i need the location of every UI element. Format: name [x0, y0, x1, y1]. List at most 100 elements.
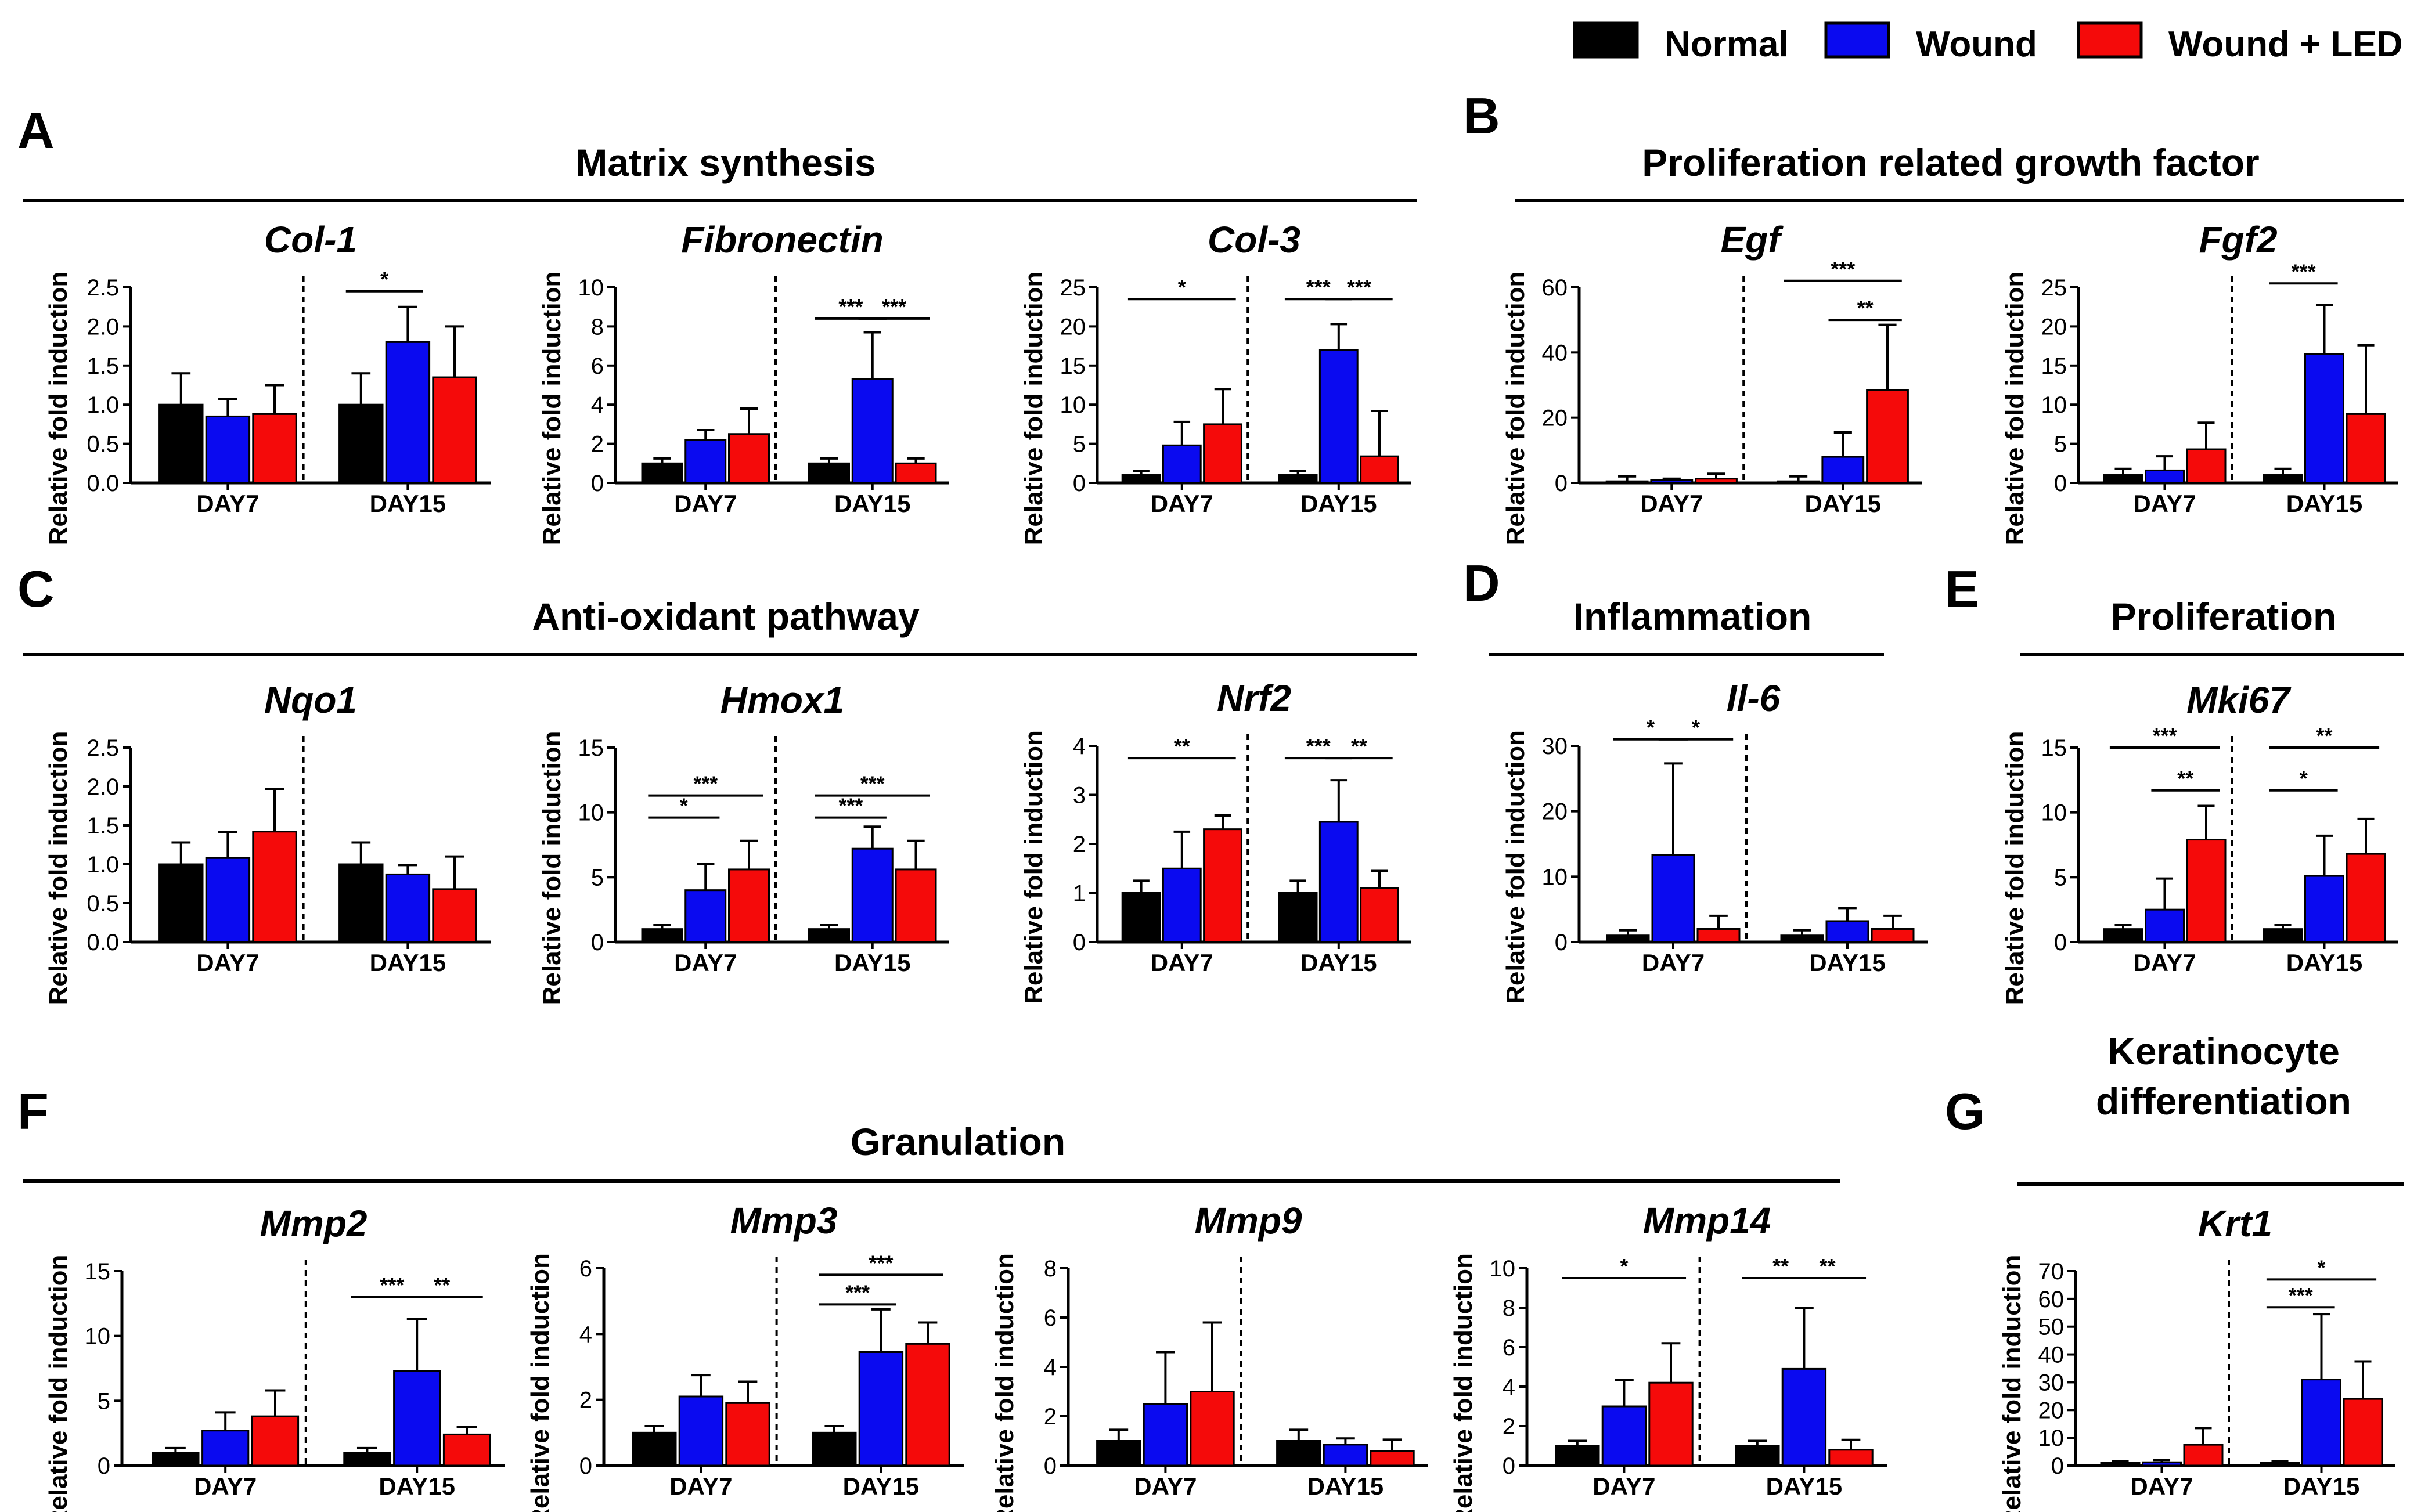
- bar-wound-day7: [201, 1430, 250, 1467]
- bar-normal-day7: [1121, 892, 1161, 943]
- chart-hmox1: Hmox1 0 5 10 15 Relative fold induction DAY7 DA…: [538, 679, 949, 1005]
- bar-wound-led-day15: [1370, 1450, 1415, 1467]
- gene-title: Hmox1: [720, 679, 844, 721]
- y-axis-label: Relative fold induction: [538, 272, 566, 546]
- legend-swatch-1: [1824, 21, 1890, 59]
- y-tick-label: 6: [1044, 1305, 1057, 1331]
- significance-label: **: [434, 1273, 450, 1297]
- y-tick-label: 0: [2054, 930, 2067, 955]
- y-tick-label: 30: [2038, 1370, 2065, 1395]
- x-tick-label-day15: DAY15: [370, 490, 446, 517]
- bar-wound-led-day7: [252, 831, 297, 943]
- significance-label: **: [1820, 1254, 1836, 1278]
- x-tick-label-day7: DAY7: [2133, 490, 2196, 517]
- y-tick-label: 1.5: [87, 353, 119, 379]
- chart-fibronectin: Fibronectin 0 2 4 6 8 10 Relative fold inductio…: [538, 219, 949, 545]
- significance-label: ***: [693, 772, 718, 796]
- significance-label: **: [2177, 767, 2193, 791]
- y-tick-label: 10: [578, 800, 604, 826]
- section-title-F: Granulation: [851, 1120, 1065, 1163]
- chart-mmp9: Mmp9 0 2 4 6 8 Relative fold induction DAY7 DAY1…: [990, 1200, 1428, 1512]
- y-tick-label: 0.0: [87, 471, 119, 496]
- bar-normal-day7: [1606, 934, 1650, 943]
- x-tick-label-day7: DAY7: [2130, 1473, 2193, 1500]
- y-tick-label: 2: [1044, 1404, 1057, 1430]
- gene-title: Egf: [1720, 219, 1784, 261]
- bar-wound-led-day15: [432, 376, 477, 484]
- bar-wound-led-day15: [1871, 928, 1915, 943]
- bar-wound-led-day15: [2346, 853, 2386, 943]
- y-tick-label: 40: [1542, 340, 1568, 366]
- bar-wound-day7: [1162, 867, 1202, 943]
- y-tick-label: 5: [1073, 432, 1086, 457]
- bar-wound-led-day7: [728, 868, 770, 943]
- section-title-A: Matrix synthesis: [575, 141, 876, 184]
- bar-wound-day7: [205, 415, 251, 484]
- y-tick-label: 0: [1073, 471, 1086, 496]
- bar-wound-day15: [2304, 875, 2344, 943]
- significance-label: ***: [1347, 275, 1371, 299]
- bar-normal-day7: [632, 1431, 677, 1467]
- significance-label: ***: [1831, 257, 1855, 281]
- x-tick-label-day7: DAY7: [1593, 1473, 1655, 1500]
- x-tick-label-day7: DAY7: [2133, 949, 2196, 976]
- y-tick-label: 25: [2041, 275, 2067, 301]
- x-tick-label-day15: DAY15: [1300, 949, 1377, 976]
- gene-title: Mmp3: [730, 1200, 838, 1242]
- bar-wound-led-day7: [1203, 828, 1242, 943]
- bar-normal-day15: [1278, 474, 1318, 484]
- y-tick-label: 0: [579, 1453, 592, 1479]
- gene-title: Nrf2: [1217, 677, 1291, 719]
- gene-title: Nqo1: [264, 679, 357, 721]
- bar-wound-led-day7: [2183, 1444, 2224, 1467]
- bar-wound-day7: [1143, 1403, 1188, 1467]
- x-tick-label-day7: DAY7: [1151, 949, 1213, 976]
- bar-normal-day7: [2103, 928, 2143, 943]
- bar-wound-led-day15: [432, 888, 477, 943]
- charts: Col-1 0.0 0.5 1.0 1.5 2.0 2.5 Relative fold ind…: [44, 219, 2398, 1512]
- y-tick-label: 40: [2038, 1343, 2065, 1368]
- y-tick-label: 2.0: [87, 314, 119, 340]
- bar-wound-led-day7: [728, 433, 770, 484]
- section-title-E: Proliferation: [2111, 595, 2337, 638]
- bar-wound-led-day15: [905, 1343, 950, 1467]
- significance-label: *: [1647, 716, 1655, 739]
- bar-normal-day15: [1278, 892, 1318, 943]
- y-tick-label: 0: [1555, 471, 1568, 496]
- x-tick-label-day15: DAY15: [834, 949, 911, 976]
- bar-normal-day7: [2100, 1462, 2141, 1467]
- y-tick-label: 4: [1044, 1355, 1057, 1380]
- y-tick-label: 70: [2038, 1259, 2065, 1284]
- panel-letter-D: D: [1463, 554, 1500, 612]
- bar-wound-day15: [1781, 1367, 1827, 1467]
- x-tick-label-day15: DAY15: [1307, 1473, 1384, 1500]
- y-tick-label: 2.5: [87, 735, 119, 761]
- x-tick-label-day15: DAY15: [843, 1473, 920, 1500]
- legend-label-1: Wound: [1916, 24, 2037, 64]
- chart-egf: Egf 0 20 40 60 Relative fold induction DAY7 DAY…: [1501, 219, 1922, 545]
- bar-normal-day15: [338, 863, 384, 943]
- gene-title: Mki67: [2186, 679, 2292, 721]
- y-tick-label: 0: [591, 471, 604, 496]
- y-tick-label: 50: [2038, 1315, 2065, 1340]
- bar-wound-led-day7: [1190, 1391, 1235, 1467]
- gene-title: Col-1: [264, 219, 357, 261]
- panel-letter-B: B: [1463, 87, 1500, 145]
- bar-normal-day15: [1780, 934, 1824, 943]
- significance-label: **: [2316, 724, 2332, 748]
- y-tick-label: 20: [2038, 1398, 2065, 1423]
- y-axis-label: Relative fold induction: [1019, 272, 1048, 546]
- significance-label: ***: [380, 1273, 404, 1297]
- bar-normal-day7: [641, 928, 683, 943]
- bar-wound-day15: [393, 1370, 441, 1467]
- chart-col-1: Col-1 0.0 0.5 1.0 1.5 2.0 2.5 Relative fold ind…: [44, 219, 491, 545]
- y-tick-label: 20: [1542, 406, 1568, 431]
- significance-label: *: [1178, 275, 1186, 299]
- bar-normal-day7: [152, 1452, 200, 1467]
- section-headers: A Matrix synthesis B Proliferation related …: [17, 87, 2404, 1186]
- bar-wound-day15: [858, 1351, 904, 1467]
- bar-normal-day15: [812, 1431, 857, 1467]
- significance-label: ***: [838, 794, 863, 818]
- bar-wound-day7: [2145, 908, 2185, 943]
